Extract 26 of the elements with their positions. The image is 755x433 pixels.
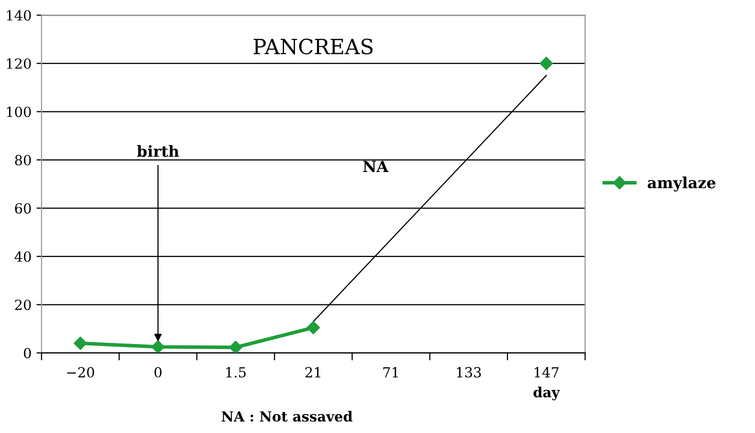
x-axis-title: day: [533, 386, 560, 400]
point: [74, 336, 87, 350]
y-tick-label: 120: [6, 58, 31, 69]
y-tick-label: 60: [15, 203, 31, 214]
point: [151, 340, 165, 353]
point: [306, 320, 320, 334]
text: NA : Not assaved: [222, 410, 352, 422]
y-tick-label: 20: [15, 300, 31, 310]
y-tick-label: 40: [14, 251, 31, 262]
text: PANCREAS: [254, 38, 373, 54]
x-tick-label: 0: [154, 367, 162, 378]
legend-label: amylaze: [648, 176, 716, 192]
point: [229, 340, 242, 353]
y-tick-label: 140: [6, 10, 31, 21]
y-tick-label: 80: [15, 154, 31, 166]
x-tick-label: −20: [67, 367, 94, 378]
x-tick-label: 133: [457, 367, 481, 378]
x-tick-label: 21: [305, 367, 320, 378]
point: [540, 56, 553, 70]
y-tick-label: 100: [6, 106, 31, 118]
annotation: NA: [363, 160, 389, 172]
x-tick-label: 1.5: [226, 367, 246, 378]
x-tick-label: 71: [383, 367, 398, 378]
annotation: birth: [137, 145, 180, 157]
y-tick-label: 0: [24, 348, 31, 358]
x-tick-label: 147: [534, 367, 559, 378]
